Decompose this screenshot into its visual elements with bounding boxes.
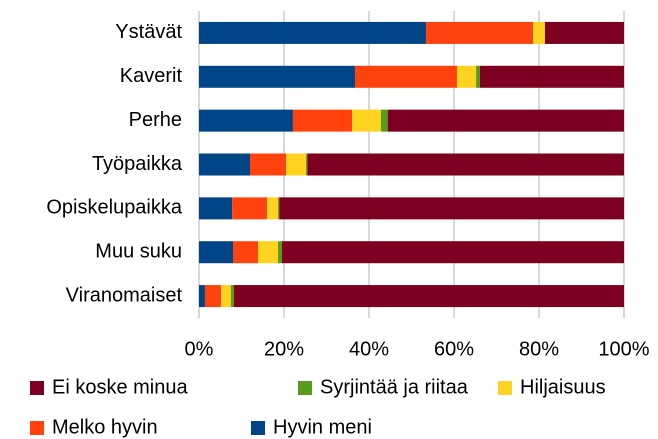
x-tick-label: 20%	[264, 338, 304, 360]
bar-segment	[199, 197, 233, 220]
y-tick-label: Kaverit	[120, 65, 183, 87]
bar-segment	[199, 285, 205, 308]
legend-label: Hiljaisuus	[520, 376, 606, 398]
bar-segment	[250, 153, 287, 176]
y-tick-label: Ystävät	[115, 21, 182, 43]
bar-segment	[199, 241, 233, 264]
bar-segment	[278, 241, 282, 264]
bar-segment	[233, 285, 624, 308]
bar-segment	[199, 153, 250, 176]
bar-segment	[292, 109, 352, 132]
bar-segment	[281, 241, 624, 264]
bar-segment	[258, 241, 279, 264]
legend-swatch	[30, 381, 44, 395]
bar-segment	[306, 153, 308, 176]
legend-label: Hyvin meni	[273, 416, 372, 438]
y-tick-label: Perhe	[129, 109, 182, 131]
bar-segment	[354, 65, 457, 88]
bar-segment	[544, 21, 624, 44]
legend-label: Syrjintää ja riitaa	[320, 376, 469, 398]
legend-swatch	[298, 381, 312, 395]
bar-segment	[425, 21, 534, 44]
legend-swatch	[251, 421, 265, 435]
bar-segment	[278, 197, 280, 220]
bar-segment	[279, 197, 624, 220]
bar-segment	[230, 285, 234, 308]
bar-segment	[380, 109, 388, 132]
y-tick-label: Viranomaiset	[66, 284, 183, 306]
x-tick-label: 40%	[349, 338, 389, 360]
legend-swatch	[498, 381, 512, 395]
bar-segment	[476, 65, 480, 88]
bar-segment	[533, 21, 545, 44]
bar-segment	[204, 285, 222, 308]
bar-segment	[479, 65, 624, 88]
y-tick-label: Työpaikka	[92, 153, 183, 175]
bar-segment	[233, 241, 259, 264]
bar-segment	[456, 65, 477, 88]
y-tick-label: Muu suku	[95, 240, 182, 262]
bar-segment	[352, 109, 381, 132]
bar-segment	[199, 21, 426, 44]
x-tick-label: 80%	[519, 338, 559, 360]
bar-segment	[199, 109, 293, 132]
legend-label: Ei koske minua	[52, 376, 188, 398]
legend-label: Melko hyvin	[52, 416, 158, 438]
x-tick-label: 0%	[185, 338, 214, 360]
x-tick-label: 100%	[598, 338, 649, 360]
legend-swatch	[30, 421, 44, 435]
bar-segment	[307, 153, 624, 176]
y-tick-label: Opiskelupaikka	[46, 197, 183, 219]
bar-segment	[232, 197, 267, 220]
bar-segment	[267, 197, 279, 220]
bar-segment	[286, 153, 307, 176]
x-tick-label: 60%	[434, 338, 474, 360]
bar-segment	[221, 285, 231, 308]
bar-segment	[199, 65, 355, 88]
bar-segment	[387, 109, 624, 132]
